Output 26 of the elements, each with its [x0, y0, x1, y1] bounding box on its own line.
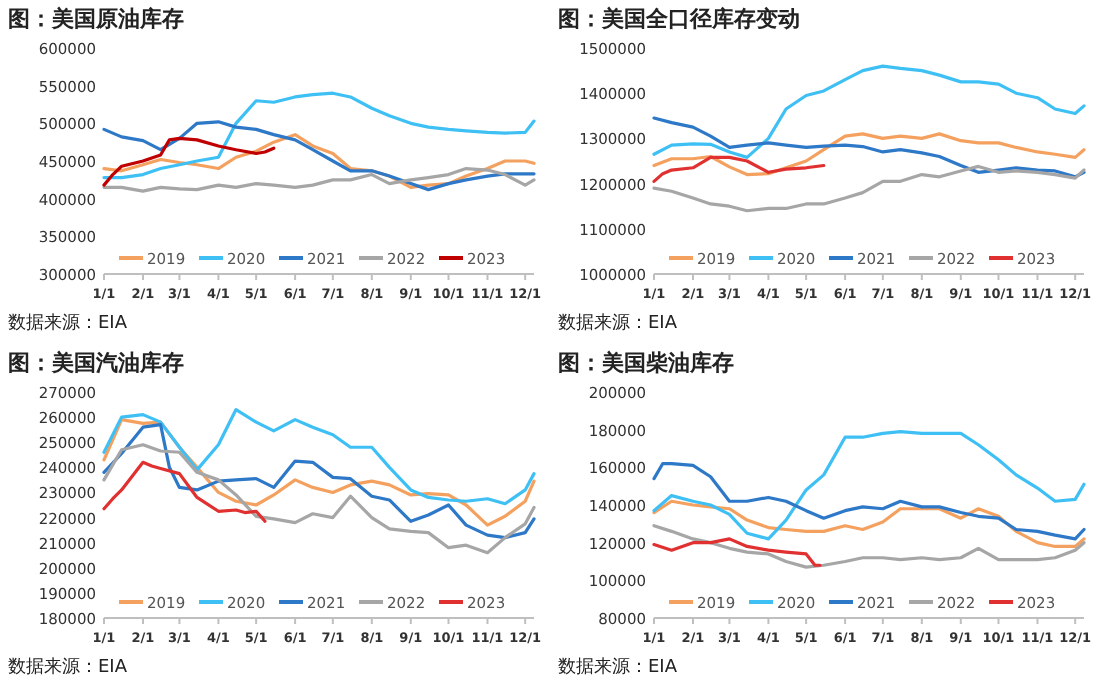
line-series: [652, 155, 826, 183]
line-series: [102, 166, 536, 193]
source-note: 数据来源：EIA: [8, 312, 129, 334]
line-series: [102, 443, 536, 555]
line-series: [652, 132, 1086, 177]
line-series: [652, 429, 1086, 541]
line-series: [652, 116, 1086, 179]
line-series: [652, 499, 1086, 549]
chart-title: 图：美国原油库存: [8, 6, 184, 32]
line-series: [652, 524, 1086, 569]
line-series: [102, 460, 267, 523]
source-note: 数据来源：EIA: [558, 312, 679, 334]
line-series: [102, 136, 276, 187]
line-series: [102, 133, 536, 189]
chart-title: 图：美国柴油库存: [558, 350, 734, 376]
source-note: 数据来源：EIA: [8, 656, 129, 678]
chart-title: 图：美国全口径库存变动: [558, 6, 800, 32]
line-series: [652, 164, 1086, 213]
line-series: [652, 537, 822, 567]
source-note: 数据来源：EIA: [558, 656, 679, 678]
line-series: [652, 64, 1086, 159]
chart-title: 图：美国汽油库存: [8, 350, 184, 376]
line-series: [102, 407, 536, 506]
line-series: [652, 461, 1086, 541]
line-series: [102, 91, 536, 180]
line-series: [102, 120, 536, 192]
